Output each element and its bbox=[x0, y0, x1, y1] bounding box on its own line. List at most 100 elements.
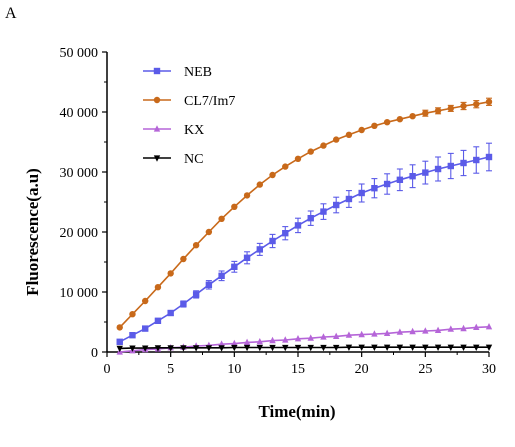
data-point bbox=[294, 344, 302, 352]
data-point bbox=[358, 126, 365, 134]
data-point bbox=[243, 254, 251, 261]
data-point bbox=[256, 246, 263, 253]
legend-marker bbox=[153, 155, 161, 162]
data-point bbox=[473, 323, 480, 330]
data-point bbox=[434, 165, 442, 173]
data-point bbox=[180, 300, 187, 308]
data-point bbox=[409, 113, 416, 120]
data-point bbox=[333, 332, 340, 339]
x-tick-label: 0 bbox=[104, 362, 111, 377]
data-point bbox=[116, 338, 123, 345]
data-point bbox=[473, 156, 480, 164]
data-point bbox=[192, 291, 200, 298]
legend-item: CL7/Im7 bbox=[143, 94, 235, 109]
data-point bbox=[256, 344, 263, 352]
legend-marker bbox=[153, 125, 161, 132]
data-point bbox=[167, 309, 174, 317]
series-kx bbox=[116, 323, 493, 355]
data-point bbox=[345, 195, 353, 203]
data-point bbox=[485, 323, 493, 330]
data-point bbox=[231, 339, 238, 347]
data-point bbox=[231, 344, 238, 352]
data-point bbox=[294, 155, 302, 162]
data-point bbox=[434, 107, 442, 115]
data-point bbox=[460, 324, 467, 332]
x-tick-label: 20 bbox=[355, 362, 369, 377]
data-point bbox=[243, 344, 251, 352]
data-point bbox=[460, 344, 467, 351]
legend-item: NEB bbox=[143, 65, 212, 80]
data-point bbox=[307, 148, 314, 155]
data-point bbox=[142, 345, 149, 352]
legend-label: NEB bbox=[184, 65, 212, 80]
data-point bbox=[333, 136, 340, 143]
data-point bbox=[320, 142, 327, 149]
data-point bbox=[205, 345, 213, 352]
data-point bbox=[383, 344, 391, 351]
data-point bbox=[129, 311, 136, 318]
y-tick-label: 40 000 bbox=[60, 106, 99, 121]
data-point bbox=[205, 228, 213, 236]
data-point bbox=[447, 325, 454, 332]
series-layer bbox=[116, 97, 493, 355]
data-point bbox=[218, 272, 225, 279]
data-point bbox=[218, 340, 225, 347]
data-point bbox=[269, 171, 276, 179]
data-point bbox=[447, 344, 454, 351]
data-point bbox=[243, 192, 251, 199]
data-point bbox=[282, 336, 289, 343]
y-tick-label: 10 000 bbox=[60, 286, 99, 301]
data-point bbox=[307, 215, 314, 222]
data-point bbox=[396, 176, 404, 183]
data-point bbox=[422, 327, 429, 334]
data-point bbox=[371, 344, 378, 351]
data-point bbox=[320, 333, 327, 340]
data-point bbox=[422, 110, 429, 117]
data-point bbox=[473, 101, 480, 108]
data-point bbox=[460, 102, 467, 110]
data-point bbox=[205, 281, 213, 288]
data-point bbox=[218, 345, 225, 352]
data-point bbox=[282, 163, 289, 170]
legend-marker bbox=[153, 96, 161, 104]
data-point bbox=[409, 344, 416, 351]
data-point bbox=[256, 338, 263, 345]
x-tick-label: 10 bbox=[227, 362, 241, 377]
data-point bbox=[231, 263, 238, 270]
y-axis-title: Fluorescence(a.u) bbox=[23, 168, 42, 296]
data-point bbox=[434, 326, 442, 333]
data-point bbox=[345, 331, 353, 338]
data-point bbox=[358, 344, 365, 351]
data-point bbox=[383, 329, 391, 336]
data-point bbox=[129, 345, 136, 352]
data-point bbox=[180, 255, 187, 263]
x-tick-label: 30 bbox=[482, 362, 496, 377]
y-tick-label: 30 000 bbox=[60, 166, 99, 181]
legend-item: KX bbox=[143, 123, 204, 138]
legend-label: CL7/Im7 bbox=[184, 94, 235, 109]
series-line bbox=[119, 101, 490, 328]
series-nc bbox=[116, 344, 493, 353]
legend-label: KX bbox=[184, 123, 204, 138]
data-point bbox=[269, 237, 276, 245]
data-point bbox=[320, 344, 327, 352]
data-point bbox=[333, 201, 340, 209]
data-point bbox=[282, 230, 289, 237]
data-point bbox=[294, 222, 302, 229]
data-point bbox=[192, 242, 200, 249]
data-point bbox=[142, 325, 149, 332]
data-point bbox=[447, 162, 454, 170]
data-point bbox=[294, 335, 302, 342]
data-point bbox=[371, 122, 378, 129]
y-tick-label: 0 bbox=[91, 346, 98, 361]
data-point bbox=[409, 173, 416, 180]
data-point bbox=[180, 345, 187, 352]
data-point bbox=[396, 328, 404, 335]
data-point bbox=[154, 284, 162, 291]
legend: NEB CL7/Im7 KX NC bbox=[143, 65, 235, 167]
data-point bbox=[485, 98, 493, 106]
data-point bbox=[473, 344, 480, 351]
data-point bbox=[345, 131, 353, 138]
series-cl7-im7 bbox=[116, 97, 493, 331]
data-point bbox=[434, 344, 442, 351]
